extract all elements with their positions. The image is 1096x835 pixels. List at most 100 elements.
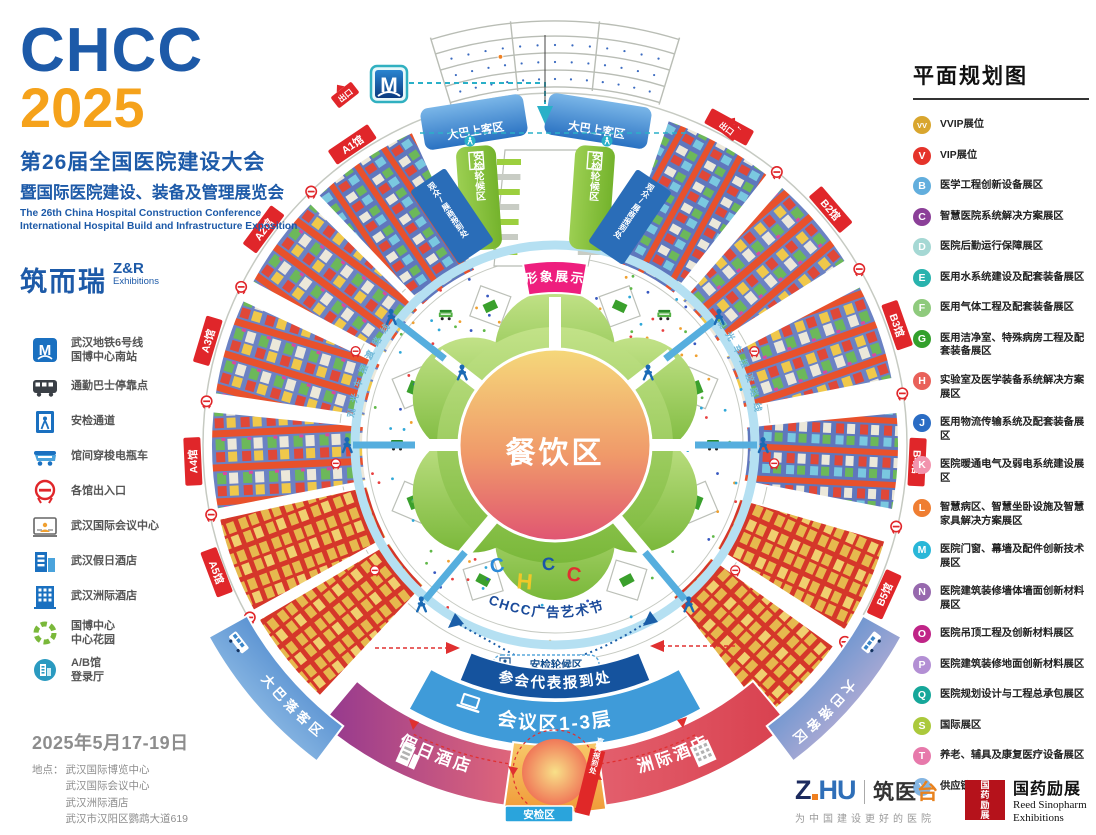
svg-text:M: M [380, 74, 398, 97]
legend-item-hotel1: 武汉假日酒店 [32, 549, 222, 575]
hall-entrance-icon [896, 387, 909, 402]
zone-item-F: F 医用气体工程及配套装备展区 [913, 299, 1089, 317]
zone-badge-K: K [913, 456, 931, 475]
zone-badge-Q: Q [913, 686, 931, 705]
zone-item-K: K 医院暖通电气及弱电系统建设展区 [913, 456, 1089, 486]
zone-badge-G: G [913, 329, 931, 348]
zone-badge-D: D [913, 238, 931, 256]
courtyard [462, 559, 504, 601]
zone-item-T: T 养老、辅具及康复医疗设备展区 [913, 747, 1089, 766]
hall-entrance-icon [369, 565, 380, 578]
shuttle-cart-icon [438, 309, 453, 321]
hall-entrance-icon [749, 346, 760, 358]
divider [863, 779, 865, 804]
legend-item-metro: M 武汉地铁6号线 国博中心南站 [32, 336, 222, 365]
legend-item-bus: 通勤巴士停靠点 [32, 374, 222, 400]
hall-entrance-icon [350, 346, 361, 358]
delegate-registration-band [458, 651, 652, 700]
bus-boarding-band: 大巴上客区 [420, 94, 528, 150]
hall-label: A3馆 [193, 315, 223, 366]
zone-item-M: M 医院门窗、幕墙及配件创新技术展区 [913, 540, 1089, 571]
zone-item-V: V VIP展位 [913, 146, 1089, 165]
hall-A4馆: A4馆 [183, 410, 368, 511]
legend-item-conference: 武汉国际会议中心 [32, 514, 222, 540]
hall-A3馆: A3馆 [193, 298, 383, 418]
year-logo: 2025 [20, 76, 145, 140]
exit-tag: 出口 [331, 82, 359, 108]
venue-line: 武汉洲际酒店 [65, 796, 129, 809]
hall-label: B5馆 [867, 569, 902, 620]
svg-text:安检轮候区: 安检轮候区 [470, 149, 486, 201]
zone-badge-B: B [913, 177, 931, 195]
chcc-art-letter: C [488, 554, 505, 578]
legend-item-security: 安检通道 [32, 409, 222, 435]
svg-text:形象展示: 形象展示 [523, 269, 586, 287]
zone-badge-E: E [913, 268, 931, 287]
guest-registration-ribbon [574, 748, 606, 816]
hall-label: A5馆 [200, 547, 233, 598]
chcc-art-letter: C [565, 563, 582, 587]
shuttle-icon [32, 444, 58, 470]
security-icon [32, 409, 58, 435]
shuttle-cart-icon [657, 309, 672, 321]
hall-A5馆: A5馆 [200, 485, 389, 613]
event-title-cn: 第26届全国医院建设大会 [20, 151, 266, 175]
hall-B3馆: B3馆 [723, 284, 913, 410]
hall-B5馆: B5馆 [715, 497, 902, 632]
image-display-band [521, 259, 589, 297]
hotel2-icon [32, 584, 58, 610]
zone-badge-O: O [913, 625, 931, 644]
svg-text:A4馆: A4馆 [186, 449, 200, 474]
zone-item-VV: VV VVIP展位 [913, 116, 1089, 134]
exit-tag: 出口 [713, 115, 741, 141]
hall-label: B3馆 [881, 300, 913, 351]
chcc-logo: CHCC [20, 16, 204, 85]
svg-text:安检区: 安检区 [523, 808, 555, 821]
hall-entrance-icon [769, 458, 780, 471]
venue-list: 地点： 武汉国际博览中心 武汉国际会议中心 武汉洲际酒店 武汉市汉阳区鹦鹉大道619 [32, 762, 189, 827]
zone-item-C: C 智慧医院系统解决方案展区 [913, 207, 1089, 226]
legend-item-exit: 各馆出入口 [32, 479, 222, 505]
hall-entrance-icon [890, 520, 903, 535]
legend-item-shuttle: 馆间穿梭电瓶车 [32, 444, 222, 470]
zone-item-Q: Q 医院规划设计与工程总承包展区 [913, 686, 1089, 705]
zone-badge-L: L [913, 498, 931, 517]
zone-item-L: L 智慧病区、智慧坐卧设施及智慧家具解决方案展区 [913, 498, 1089, 529]
legend-item-garden: 国博中心 中心花园 [32, 619, 222, 648]
zone-item-S: S 国际展区 [913, 716, 1089, 735]
metro-icon: M [32, 337, 58, 363]
garden-icon [32, 620, 58, 646]
zhu-dot-icon [811, 793, 818, 800]
laptop-icon [456, 692, 481, 714]
zone-badge-C: C [913, 207, 931, 226]
zone-badge-M: M [913, 540, 931, 559]
zone-badge-V: V [913, 146, 931, 165]
legend-item-hotel2: 武汉洲际酒店 [32, 584, 222, 610]
zone-badge-S: S [913, 716, 931, 735]
conference-zone-band [407, 667, 703, 748]
parking-fan [429, 20, 681, 105]
conference-icon [32, 514, 58, 540]
zone-badge-H: H [913, 371, 931, 390]
exit-icon [32, 479, 58, 505]
legend-item-lobby: A/B馆 登录厅 [32, 656, 222, 685]
svg-text:安检轮候区: 安检轮候区 [586, 150, 602, 202]
event-date: 2025年5月17-19日 [32, 733, 189, 753]
zone-badge-T: T [913, 747, 931, 766]
food-court [457, 347, 653, 543]
svg-text:安检轮候区: 安检轮候区 [530, 658, 583, 671]
zone-item-E: E 医用水系统建设及配套装备展区 [913, 268, 1089, 287]
food-court-label: 餐饮区 [506, 437, 605, 470]
svg-text:M: M [39, 342, 52, 359]
bus-icon [32, 374, 58, 400]
zone-legend-panel: 平面规划图 VV VVIP展位 V VIP展位 B 医学工程创新设备展区 C 智慧医院系统解决… [913, 60, 1089, 808]
venue-line: 武汉国际会议中心 [65, 780, 150, 793]
sinopharm-logo: 国药励展 国药励展 Reed Sinopharm Exhibitions [965, 775, 1087, 824]
hall-entrance-icon [853, 263, 866, 277]
zone-badge-N: N [913, 583, 931, 602]
hall-entrance-icon [730, 565, 741, 578]
hall-A2馆: A2馆 [243, 201, 420, 356]
zhu-logo: Z HU 筑医台 为中国建设更好的医院 [795, 775, 939, 825]
zone-badge-J: J [913, 414, 931, 433]
